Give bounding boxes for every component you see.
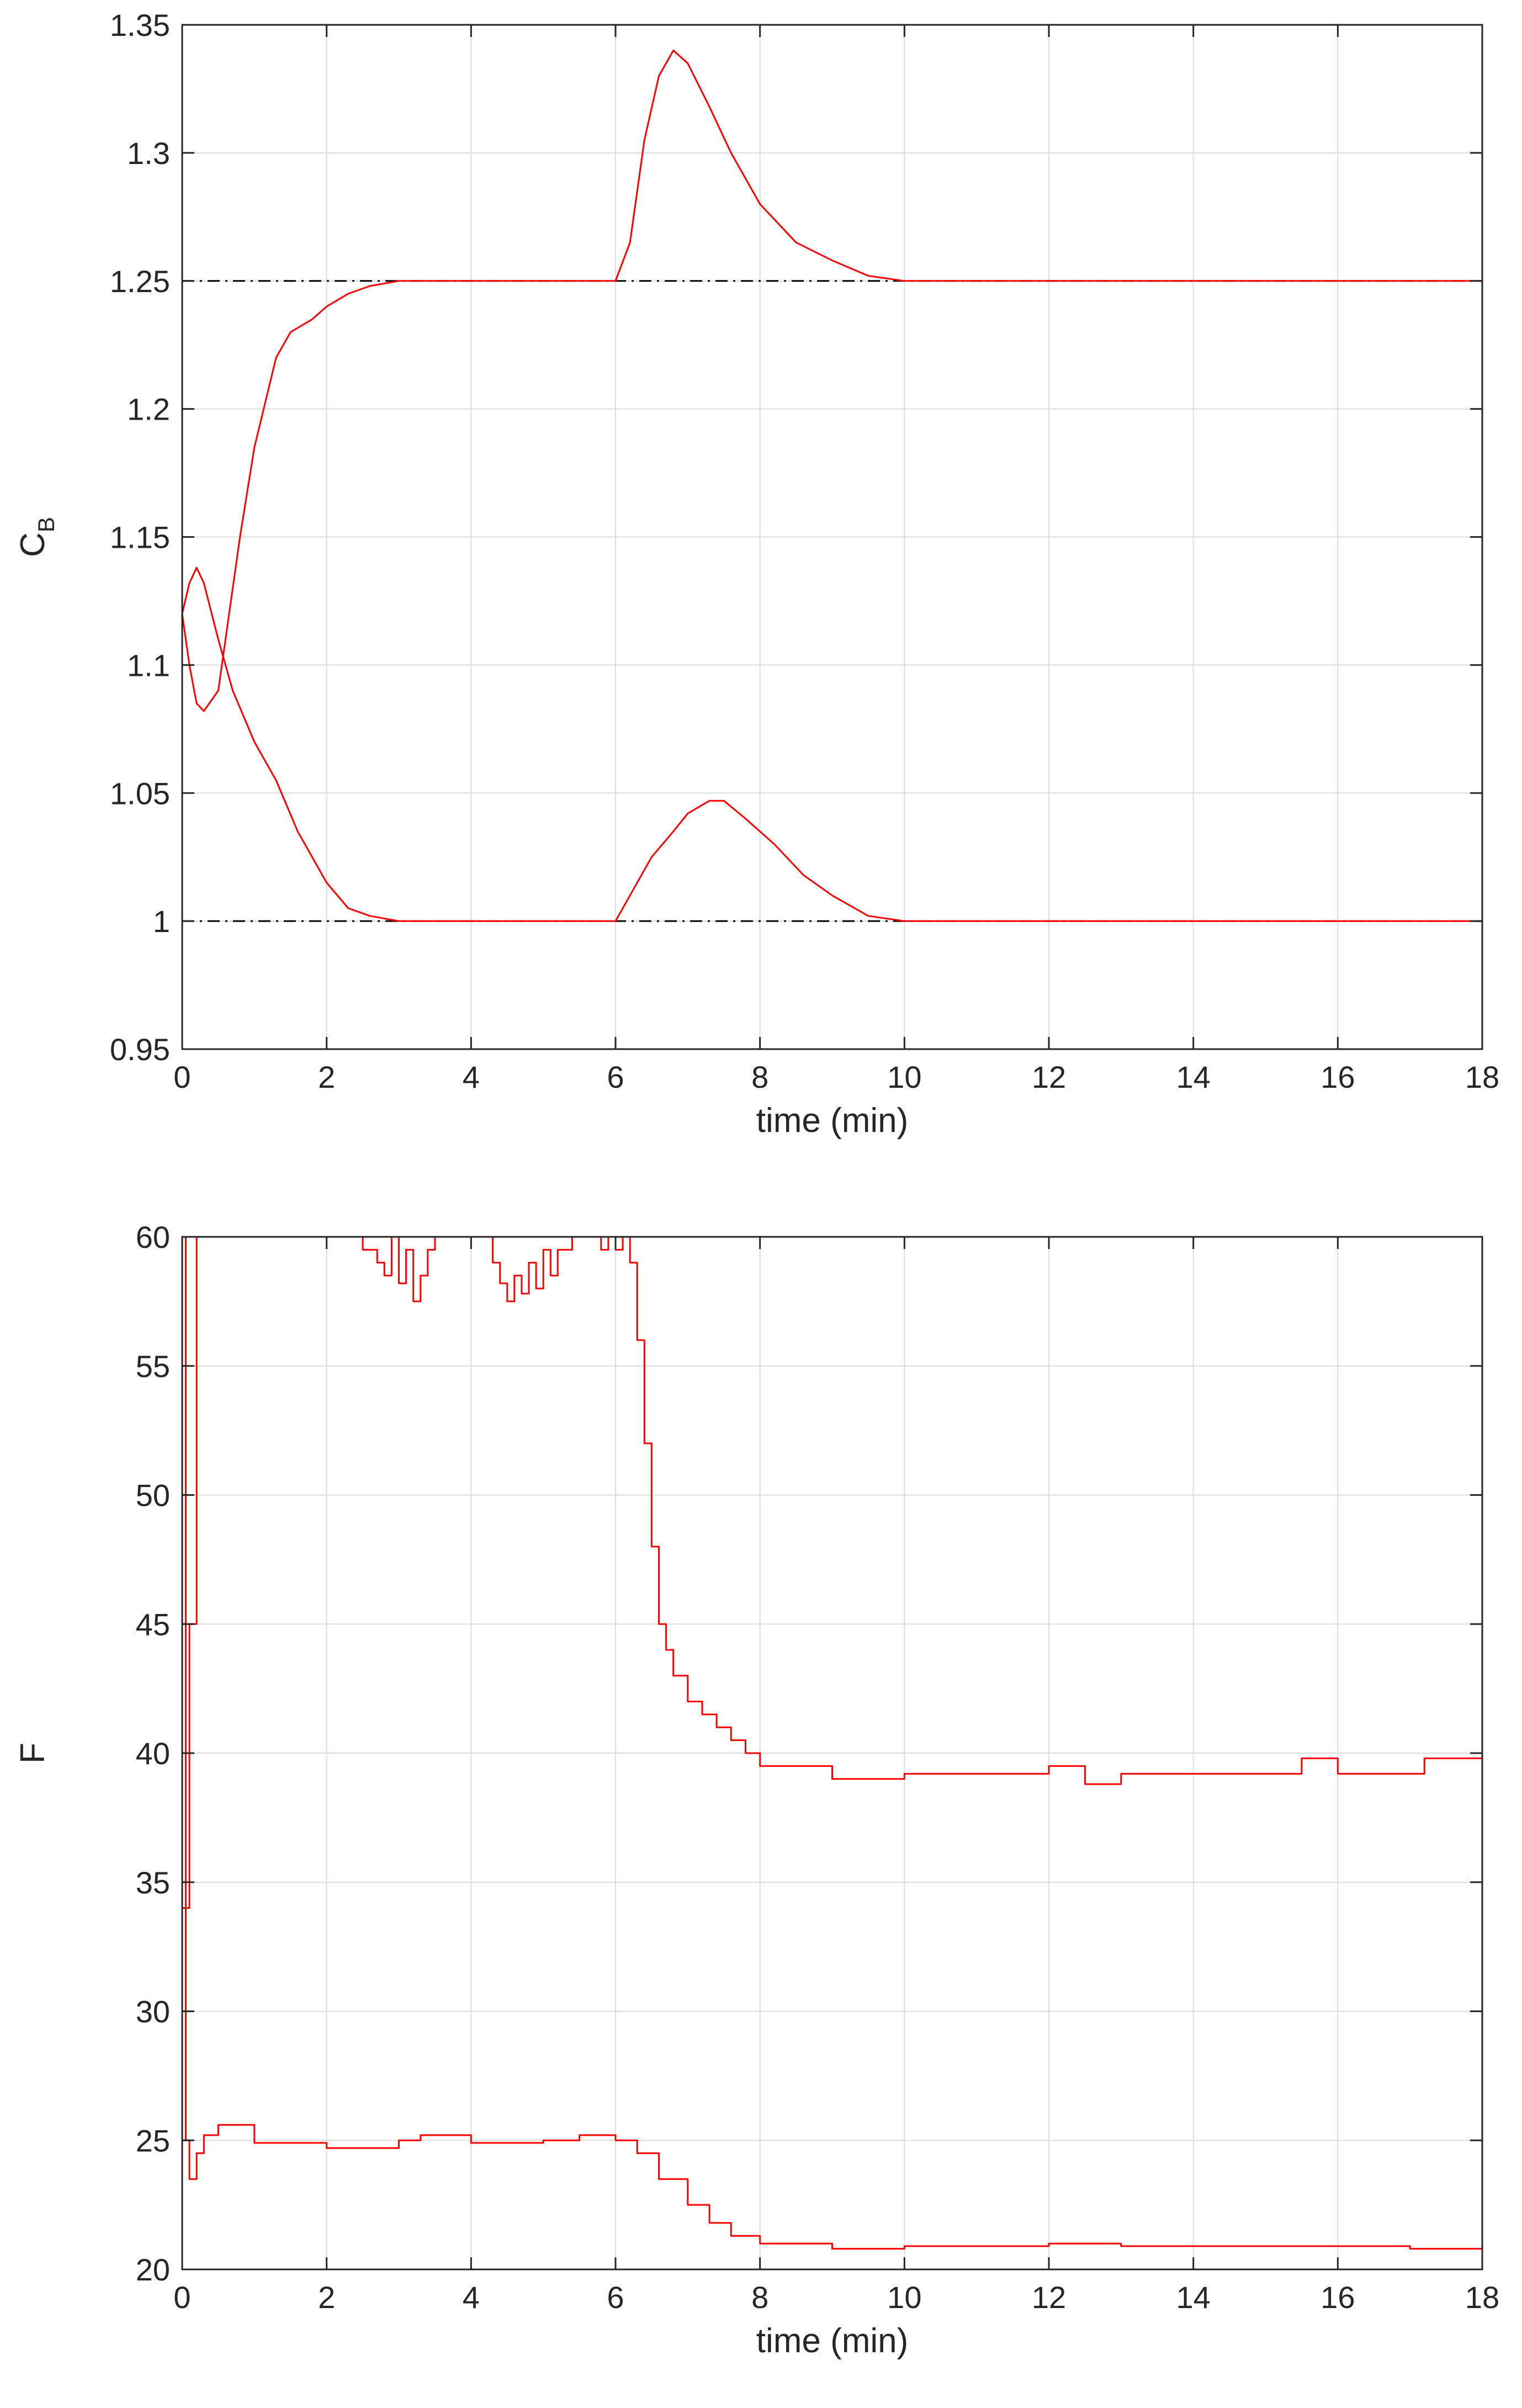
series-line-2 — [182, 1237, 1482, 2250]
series-line-2 — [182, 567, 1482, 922]
x-tick-label: 2 — [318, 2280, 335, 2315]
x-tick-label: 0 — [173, 2280, 190, 2315]
y-tick-label: 1.15 — [110, 520, 170, 555]
y-tick-label: 60 — [136, 1220, 170, 1255]
y-tick-label: 55 — [136, 1349, 170, 1384]
x-tick-label: 6 — [607, 2280, 624, 2315]
y-tick-label: 1.3 — [127, 136, 170, 171]
x-axis-label: time (min) — [756, 2322, 909, 2360]
y-axis-label: F — [14, 1743, 52, 1764]
x-tick-label: 6 — [607, 1060, 624, 1094]
x-tick-label: 18 — [1465, 1060, 1499, 1094]
y-tick-label: 1.05 — [110, 776, 170, 811]
y-tick-label: 1.2 — [127, 392, 170, 427]
series-line-1 — [182, 1237, 1482, 1909]
x-tick-label: 18 — [1465, 2280, 1499, 2315]
y-tick-label: 1 — [153, 904, 170, 939]
x-tick-label: 14 — [1176, 2280, 1211, 2315]
y-tick-label: 20 — [136, 2252, 170, 2287]
x-tick-label: 12 — [1032, 2280, 1066, 2315]
x-axis-label: time (min) — [756, 1102, 909, 1140]
y-axis-label-subscript: B — [33, 517, 59, 532]
y-tick-label: 35 — [136, 1865, 170, 1900]
y-axis-label: CB — [14, 517, 59, 557]
y-tick-label: 0.95 — [110, 1032, 170, 1067]
x-tick-label: 2 — [318, 1060, 335, 1094]
series-line-1 — [182, 49, 1482, 712]
x-tick-label: 14 — [1176, 1060, 1211, 1094]
y-axis-label-main: F — [14, 1743, 52, 1764]
x-tick-label: 8 — [751, 2280, 768, 2315]
y-tick-label: 1.25 — [110, 264, 170, 299]
chart-f: 0 2 4 6 8 10 12 14 16 18 20 25 30 35 40 45 50 55 60 time (m… — [14, 1220, 1499, 2360]
y-tick-label: 30 — [136, 1994, 170, 2029]
x-tick-label: 10 — [887, 1060, 921, 1094]
x-tick-label: 4 — [463, 1060, 480, 1094]
x-tick-label: 0 — [173, 1060, 190, 1094]
y-axis-label-main: C — [14, 532, 52, 557]
y-tick-label: 1.35 — [110, 8, 170, 43]
y-tick-label: 50 — [136, 1478, 170, 1513]
x-tick-label: 16 — [1321, 2280, 1355, 2315]
x-tick-label: 16 — [1321, 1060, 1355, 1094]
y-tick-label: 45 — [136, 1607, 170, 1642]
y-tick-label: 25 — [136, 2123, 170, 2158]
x-tick-label: 8 — [751, 1060, 768, 1094]
x-tick-label: 4 — [463, 2280, 480, 2315]
x-tick-label: 10 — [887, 2280, 921, 2315]
y-tick-label: 1.1 — [127, 648, 170, 682]
x-tick-label: 12 — [1032, 1060, 1066, 1094]
y-tick-label: 40 — [136, 1736, 170, 1771]
chart-cb: 0 2 4 6 8 10 12 14 16 18 0.95 1 1.05 1.1 1.15 1.2 1.25 1.… — [14, 8, 1499, 1140]
